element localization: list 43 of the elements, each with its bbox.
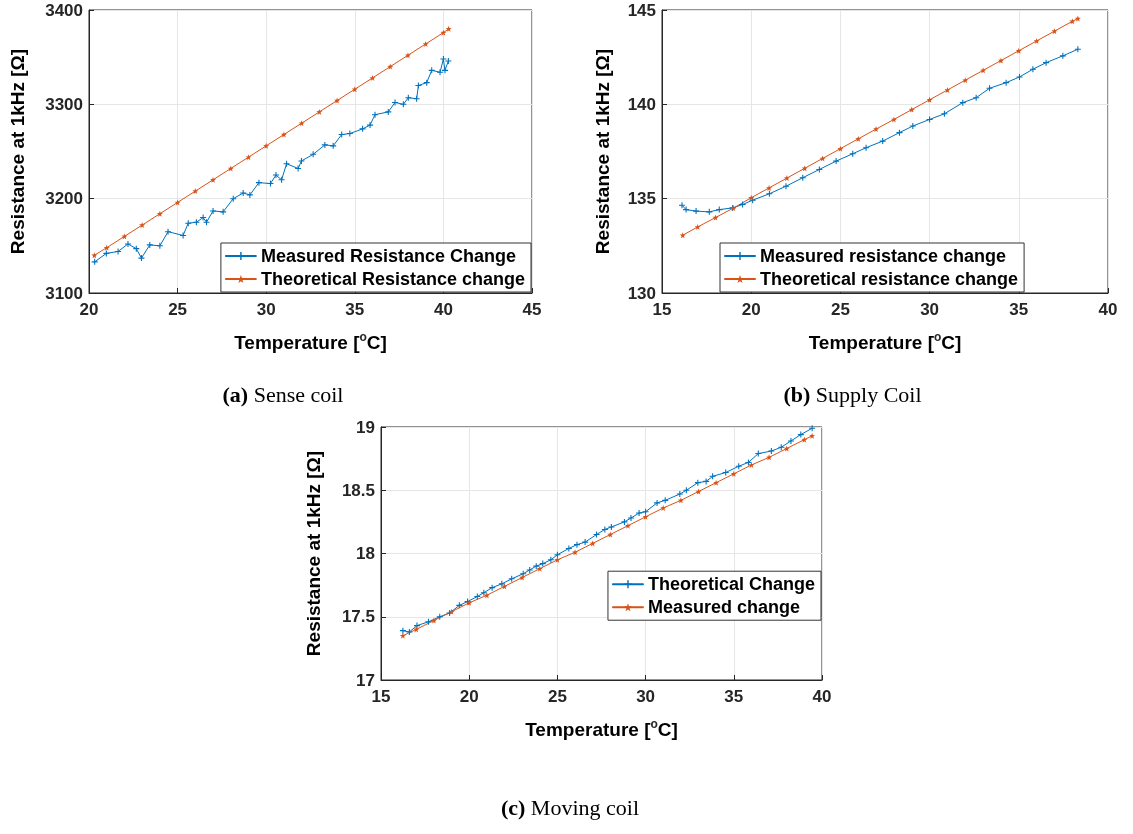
x-tick-label: 45 (522, 300, 542, 319)
y-tick-label: 17 (356, 670, 375, 690)
x-tick-label: 20 (741, 300, 761, 319)
y-tick-label: 3200 (45, 189, 83, 209)
x-tick-label: 35 (345, 300, 365, 319)
y-tick-label: 18.5 (341, 480, 375, 500)
y-axis-title: Resistance at 1kHz [Ω] (303, 450, 324, 657)
x-tick-label: 40 (812, 687, 832, 706)
y-axis-title: Resistance at 1kHz [Ω] (592, 48, 613, 255)
y-tick-label: 130 (627, 283, 656, 303)
text: (b) Supply Coil (783, 381, 922, 407)
legend-label: Theoretical resistance change (760, 269, 1019, 289)
y-tick-label: 18 (356, 544, 375, 563)
text: (a) Sense coil (222, 381, 344, 407)
x-tick-label: 20 (459, 687, 479, 706)
y-tick-label: 19 (356, 417, 375, 437)
legend-label: Measured resistance change (760, 246, 1007, 266)
legend-label: Theoretical Resistance change (260, 269, 526, 289)
x-tick-label: 30 (920, 300, 940, 319)
y-axis-title: Resistance at 1kHz [Ω] (7, 48, 28, 255)
x-tick-label: 25 (830, 300, 850, 319)
y-tick-label: 3300 (45, 94, 83, 114)
legend-label: Theoretical Change (647, 574, 816, 595)
x-tick-label: 40 (433, 300, 453, 319)
x-tick-label: 30 (636, 687, 656, 706)
x-tick-label: 35 (1009, 300, 1029, 319)
x-tick-label: 15 (371, 687, 391, 706)
y-tick-label: 3400 (45, 0, 83, 20)
y-tick-label: 17.5 (341, 607, 375, 627)
legend-label: Measured Resistance Change (260, 246, 516, 266)
y-tick-label: 3100 (45, 283, 83, 303)
x-tick-label: 15 (652, 300, 672, 319)
x-tick-label: 35 (724, 687, 744, 706)
y-tick-label: 140 (627, 94, 656, 114)
legend-label: Measured change (647, 597, 801, 618)
y-tick-label: 135 (627, 189, 656, 209)
x-tick-label: 25 (168, 300, 188, 319)
text: (c) Moving coil (500, 794, 640, 820)
x-tick-label: 20 (79, 300, 99, 319)
x-tick-label: 25 (547, 687, 567, 706)
x-tick-label: 40 (1098, 300, 1118, 319)
x-tick-label: 30 (256, 300, 276, 319)
y-tick-label: 145 (627, 0, 656, 20)
